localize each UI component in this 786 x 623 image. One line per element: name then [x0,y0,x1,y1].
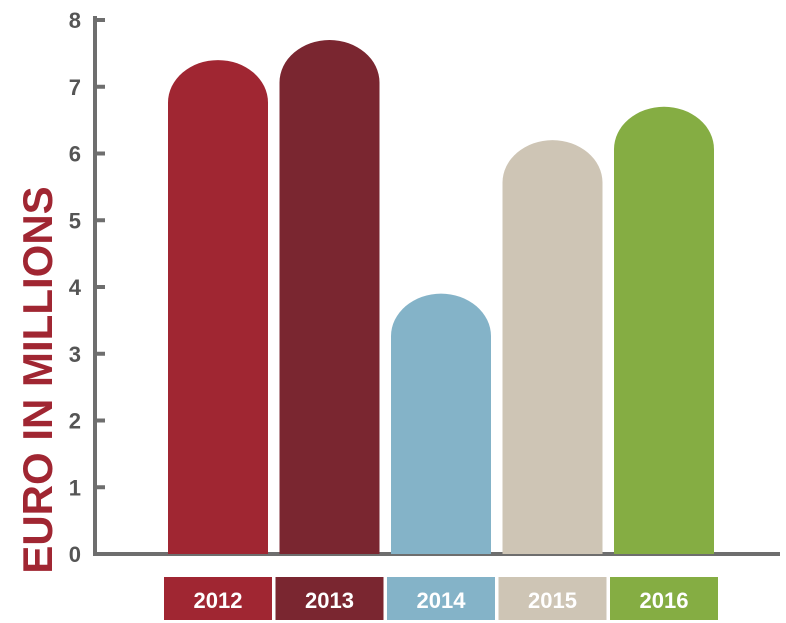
y-tick-label: 0 [69,542,81,567]
bar-2016 [614,106,714,555]
legend-box-2012 [164,577,272,620]
category-label-2016: 2016 [640,588,689,613]
y-axis-label: EURO IN MILLIONS [14,186,61,573]
category-label-2014: 2014 [417,588,467,613]
category-label-2015: 2015 [528,588,577,613]
bar-2013 [279,40,380,554]
y-tick-label: 7 [69,75,81,100]
y-tick-label: 1 [69,475,81,500]
legend-box-2015 [498,577,607,620]
category-label-2012: 2012 [194,588,243,613]
y-tick-label: 4 [69,275,82,300]
legend-box-2014 [387,577,495,620]
bars [168,40,714,555]
y-tick-label: 8 [69,8,81,33]
y-tick-label: 3 [69,342,81,367]
legend-box-2013 [275,577,384,620]
y-tick-label: 5 [69,208,81,233]
y-tick-label: 2 [69,409,81,434]
bar-2014 [391,293,491,554]
bar-2015 [502,140,603,554]
legend: 2012 2013 2014 2015 2016 [164,577,718,620]
legend-box-2016 [610,577,718,620]
category-label-2013: 2013 [305,588,354,613]
bar-2012 [168,60,268,555]
y-tick-label: 6 [69,142,81,167]
